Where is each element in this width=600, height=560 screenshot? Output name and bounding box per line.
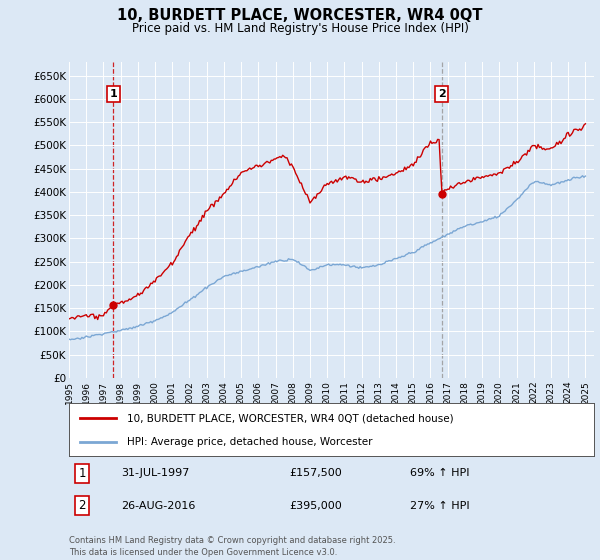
Text: 2: 2 <box>438 89 446 99</box>
Text: HPI: Average price, detached house, Worcester: HPI: Average price, detached house, Worc… <box>127 436 372 446</box>
Text: 31-JUL-1997: 31-JUL-1997 <box>121 468 190 478</box>
Text: £395,000: £395,000 <box>290 501 342 511</box>
Text: 69% ↑ HPI: 69% ↑ HPI <box>410 468 470 478</box>
Text: 27% ↑ HPI: 27% ↑ HPI <box>410 501 470 511</box>
Text: 10, BURDETT PLACE, WORCESTER, WR4 0QT: 10, BURDETT PLACE, WORCESTER, WR4 0QT <box>117 8 483 24</box>
Text: 1: 1 <box>79 467 86 480</box>
Text: 2: 2 <box>79 499 86 512</box>
Text: 1: 1 <box>110 89 117 99</box>
Text: £157,500: £157,500 <box>290 468 342 478</box>
Text: Price paid vs. HM Land Registry's House Price Index (HPI): Price paid vs. HM Land Registry's House … <box>131 22 469 35</box>
Text: 10, BURDETT PLACE, WORCESTER, WR4 0QT (detached house): 10, BURDETT PLACE, WORCESTER, WR4 0QT (d… <box>127 413 454 423</box>
Text: Contains HM Land Registry data © Crown copyright and database right 2025.
This d: Contains HM Land Registry data © Crown c… <box>69 536 395 557</box>
Text: 26-AUG-2016: 26-AUG-2016 <box>121 501 196 511</box>
